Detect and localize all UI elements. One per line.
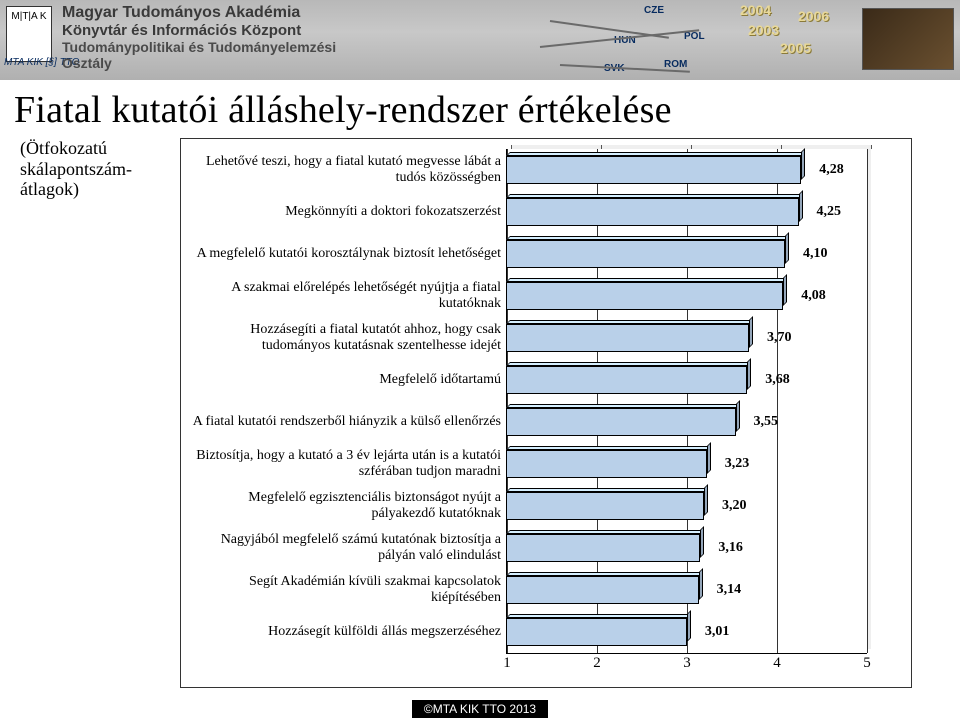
country-tag: CZE [640,4,668,17]
chart-category-label: Segít Akadémián kívüli szakmai kapcsolat… [186,574,501,606]
chart-value-label: 3,14 [717,582,742,598]
chart-x-tick-label: 3 [683,655,691,672]
logo-box: M|T|A K [6,6,52,62]
page-subtitle: (Ötfokozatú skálapontszám-átlagok) [20,138,180,200]
chart-gridline [867,149,868,653]
footer-text: ©MTA KIK TTO 2013 [412,700,548,718]
chart-bar: 4,10 [506,240,785,268]
footer: ©MTA KIK TTO 2013 [0,700,960,720]
chart-bar: 3,68 [506,366,747,394]
chart-bar: 3,20 [506,492,704,520]
chart-bar: 4,08 [506,282,783,310]
chart-value-label: 4,28 [819,162,844,178]
chart-category-label: A fiatal kutatói rendszerből hiányzik a … [186,414,501,430]
banner-line-1: Magyar Tudományos Akadémia [62,4,336,22]
chart-bar: 3,23 [506,450,707,478]
chart-bar: 3,70 [506,324,749,352]
chart-bar: 3,55 [506,408,736,436]
chart-bar: 3,14 [506,576,699,604]
chart-category-label: Biztosítja, hogy a kutató a 3 év lejárta… [186,448,501,480]
chart-value-label: 3,16 [718,540,743,556]
chart-value-label: 3,20 [722,498,747,514]
year-tag: 2005 [780,40,811,56]
chart-x-tick-label: 1 [503,655,511,672]
header-banner: M|T|A K MTA KIK [§] TTO Magyar Tudományo… [0,0,960,80]
year-tag: 2006 [798,8,829,24]
chart-value-label: 3,68 [765,372,790,388]
chart-category-label: Megkönnyíti a doktori fokozatszerzést [186,204,501,220]
year-tag: 2003 [748,22,779,38]
chart-value-label: 4,08 [801,288,826,304]
chart-bar: 4,28 [506,156,801,184]
banner-art: CZE HUN POL ROM SVK 2004 2003 2006 2005 [530,0,960,80]
banner-line-3: Tudománypolitikai és Tudományelemzési [62,39,336,55]
banner-photo [862,8,954,70]
chart-x-tick-label: 5 [863,655,871,672]
chart-bar: 4,25 [506,198,799,226]
chart-value-label: 4,10 [803,246,828,262]
chart-category-label: Hozzásegíti a fiatal kutatót ahhoz, hogy… [186,322,501,354]
chart-value-label: 4,25 [817,204,842,220]
year-tag: 2004 [740,2,771,18]
chart-value-label: 3,01 [705,624,730,640]
chart-x-tick-label: 4 [773,655,781,672]
chart-category-label: Nagyjából megfelelő számú kutatónak bizt… [186,532,501,564]
chart-category-label: Hozzásegít külföldi állás megszerzéséhez [186,624,501,640]
chart-x-tick-label: 2 [593,655,601,672]
chart-category-label: Megfelelő időtartamú [186,372,501,388]
chart-category-label: A megfelelő kutatói korosztálynak biztos… [186,246,501,262]
banner-text-block: Magyar Tudományos Akadémia Könyvtár és I… [62,4,336,71]
chart-bar: 3,01 [506,618,687,646]
chart-value-label: 3,70 [767,330,792,346]
logo-text: M|T|A K [11,11,46,22]
slide-body: Fiatal kutatói álláshely-rendszer értéke… [0,80,960,700]
chart-value-label: 3,55 [754,414,779,430]
banner-line-2: Könyvtár és Információs Központ [62,22,336,39]
banner-line-4: Osztály [62,55,336,71]
chart-category-label: Megfelelő egzisztenciális biztonságot ny… [186,490,501,522]
chart-category-label: Lehetővé teszi, hogy a fiatal kutató meg… [186,154,501,186]
chart-category-label: A szakmai előrelépés lehetőségét nyújtja… [186,280,501,312]
page-title: Fiatal kutatói álláshely-rendszer értéke… [14,88,672,132]
chart-bar: 3,16 [506,534,700,562]
chart-value-label: 3,23 [725,456,750,472]
chart-container: 1 2 3 4 5 Lehetővé teszi, hogy a fiatal kuta… [180,138,912,688]
